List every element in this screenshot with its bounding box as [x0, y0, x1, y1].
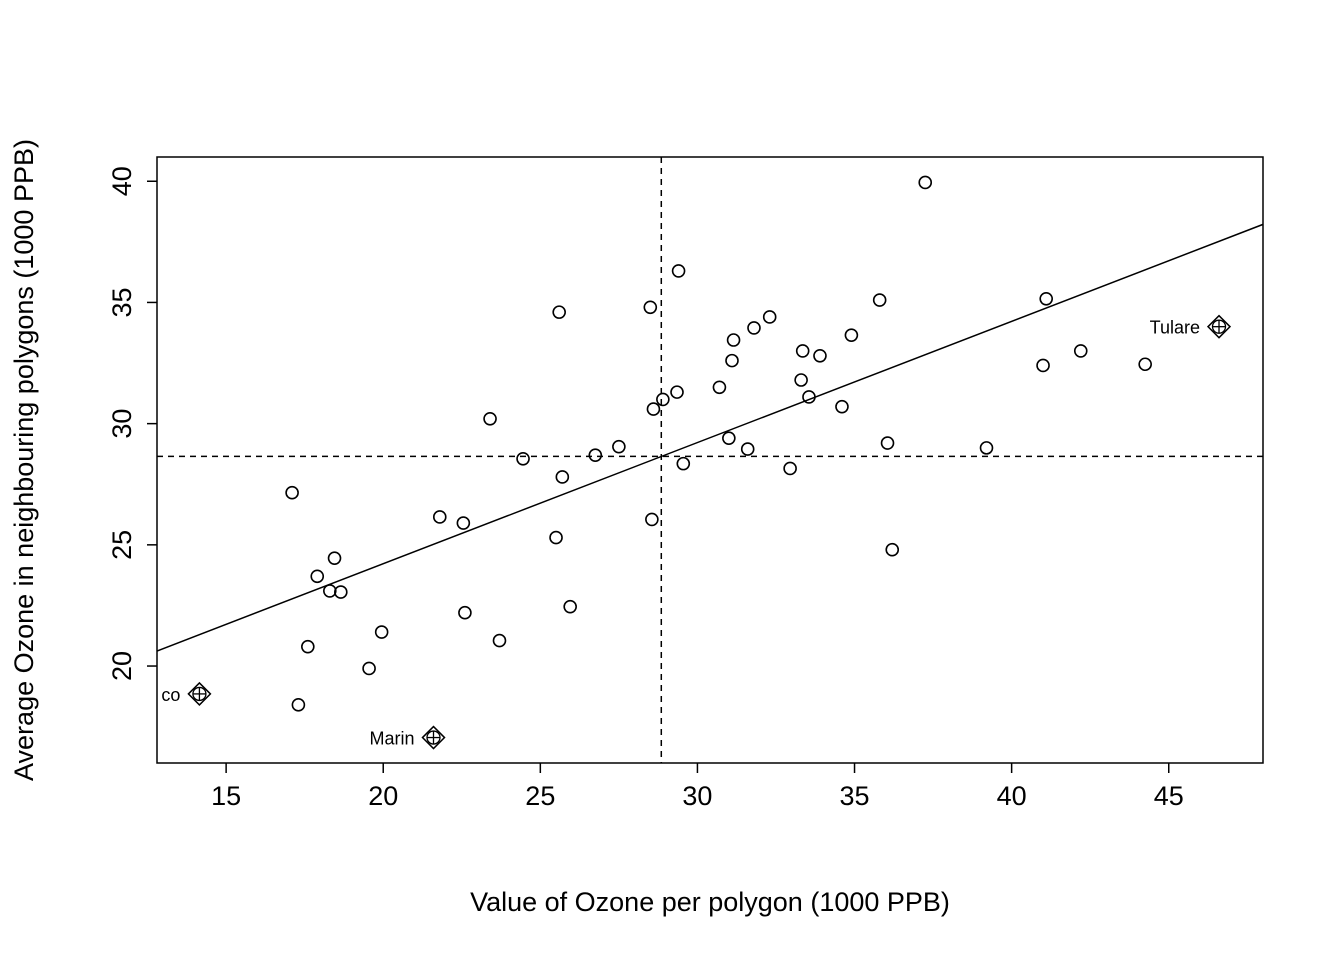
- influential-diamond: [421, 725, 446, 750]
- data-point: [483, 411, 497, 426]
- data-point: [1138, 357, 1152, 372]
- data-point: [646, 402, 661, 416]
- data-point: [783, 461, 797, 476]
- data-point: [880, 436, 895, 450]
- x-tick-label: 15: [211, 781, 241, 811]
- data-point: [323, 584, 337, 598]
- data-point: [795, 344, 810, 358]
- data-point: [291, 698, 306, 712]
- data-point: [552, 305, 566, 319]
- point-label: co: [161, 685, 180, 705]
- data-point: [918, 175, 933, 190]
- data-point: [327, 551, 342, 565]
- data-point: [1036, 358, 1050, 373]
- data-point: [794, 373, 808, 387]
- y-tick-label: 40: [107, 166, 137, 196]
- y-tick-label: 20: [107, 651, 137, 681]
- influential-diamond: [1206, 314, 1232, 339]
- data-point: [802, 390, 816, 404]
- data-point: [1073, 344, 1088, 358]
- point-label: Marin: [369, 729, 414, 749]
- y-tick-label: 30: [107, 409, 137, 439]
- x-tick-label: 45: [1154, 781, 1184, 811]
- axes-layer: 15 20 25 30 35 40 45 20 25 30 35 40: [107, 166, 1184, 811]
- data-point: [670, 385, 684, 399]
- data-point: [310, 569, 325, 584]
- point-label: Tulare: [1150, 318, 1200, 338]
- x-tick-label: 35: [840, 781, 870, 811]
- data-point: [301, 639, 315, 654]
- data-point: [671, 264, 686, 278]
- y-tick-label: 25: [107, 530, 137, 560]
- data-point: [726, 333, 741, 347]
- data-point: [456, 516, 471, 530]
- data-point: [516, 451, 530, 466]
- data-point: [555, 470, 570, 484]
- influential-point: [187, 681, 212, 706]
- data-point: [645, 512, 659, 527]
- data-point: [872, 293, 887, 307]
- data-point: [740, 442, 755, 456]
- x-tick-label: 40: [997, 781, 1027, 811]
- data-point: [725, 353, 739, 368]
- x-tick-label: 20: [368, 781, 398, 811]
- data-point: [612, 439, 626, 454]
- data-point: [492, 633, 507, 648]
- data-point: [712, 380, 727, 395]
- data-point: [722, 431, 736, 445]
- y-tick-label: 35: [107, 287, 137, 317]
- data-point: [643, 300, 658, 315]
- x-tick-label: 25: [525, 781, 555, 811]
- data-point: [656, 392, 670, 407]
- data-point: [762, 310, 777, 324]
- data-point: [362, 661, 376, 676]
- data-point: [979, 441, 994, 455]
- data-point: [844, 328, 859, 342]
- data-point: [835, 399, 849, 414]
- data-point: [334, 585, 348, 599]
- plot-area: co Marin Tulare: [157, 157, 1263, 763]
- data-point: [549, 530, 563, 545]
- data-point: [747, 321, 761, 335]
- data-point: [432, 510, 447, 524]
- y-axis-label: Average Ozone in neighbouring polygons (…: [9, 139, 39, 781]
- data-point: [885, 542, 900, 557]
- data-point: [374, 625, 389, 639]
- data-point: [458, 605, 472, 620]
- data-point: [588, 448, 603, 462]
- data-point: [285, 485, 299, 500]
- influential-diamond: [187, 681, 212, 706]
- x-axis-label: Value of Ozone per polygon (1000 PPB): [470, 887, 950, 917]
- data-point: [813, 348, 827, 363]
- influential-point: [421, 725, 446, 750]
- influential-point: [1206, 314, 1232, 339]
- regression-line: [157, 223, 1263, 652]
- data-point: [563, 599, 577, 614]
- data-point: [1039, 292, 1053, 306]
- plot-frame: [156, 156, 1264, 764]
- x-tick-label: 30: [682, 781, 712, 811]
- data-point: [676, 456, 691, 471]
